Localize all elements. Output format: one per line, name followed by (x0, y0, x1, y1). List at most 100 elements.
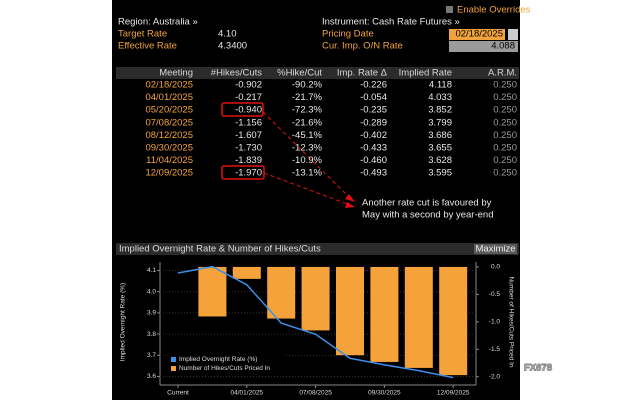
table-cell: 05/20/2025 (145, 105, 193, 116)
column-header: Imp. Rate Δ (337, 68, 388, 79)
table-cell: 4.033 (428, 92, 452, 103)
table-cell: 3.628 (428, 155, 452, 166)
annotation: May with a second by year-end (362, 210, 493, 221)
y2-tick-label: -0.5 (489, 291, 501, 298)
bar (404, 266, 433, 368)
y-tick-label: 3.8 (147, 331, 156, 338)
table-cell: -0.054 (360, 92, 387, 103)
line (177, 265, 454, 379)
column-header: %Hike/Cut (277, 68, 322, 79)
panel-title: Implied Overnight Rate & Number of Hikes… (119, 244, 321, 255)
pricing-date-box[interactable] (449, 29, 505, 40)
column-header: Implied Rate (399, 68, 452, 79)
table-cell: -1.839 (235, 155, 262, 166)
y2-axis-label: Number of Hikes/Cuts Priced In (507, 276, 514, 367)
field-label: Effective Rate (118, 41, 177, 52)
table-cell: -0.460 (360, 155, 387, 166)
field-value: 4.10 (218, 29, 237, 40)
annotation: Another rate cut is favoured by (362, 198, 492, 209)
y-tick-label: 4.0 (147, 288, 156, 295)
table-cell: 0.250 (493, 155, 517, 166)
arrow-head (345, 194, 355, 202)
chart: 3.6 3.7 3.8 3.9 4.0 4.1 0.0 -0.5 -1.0 -1.5 -2.0 Cur… (147, 262, 500, 397)
table-cell: 0.250 (493, 80, 517, 91)
x-tick-label: 04/01/2025 (231, 390, 264, 397)
table-cell: 3.686 (428, 130, 452, 141)
legend-box (168, 354, 286, 375)
x-tick-label: 12/09/2025 (437, 390, 470, 397)
table-cell: -1.156 (235, 117, 262, 128)
table-cell: -21.6% (292, 117, 323, 128)
bar (267, 266, 296, 319)
table-cell: 3.595 (428, 168, 452, 179)
column-header: Meeting (159, 68, 193, 79)
y2-tick-label: -1.5 (489, 346, 501, 353)
table-cell: -21.7% (292, 92, 323, 103)
maximize-label[interactable]: Maximize (475, 244, 515, 255)
table-cell: -0.226 (360, 80, 387, 91)
calendar-icon[interactable] (508, 29, 518, 40)
y-axis-label: Implied Overnight Rate (%) (120, 283, 127, 361)
table-cell: -10.9% (292, 155, 323, 166)
table-cell: 04/01/2025 (145, 92, 193, 103)
table-header-bg (116, 67, 519, 79)
enable-overrides[interactable]: Enable Overrides (457, 5, 531, 16)
table-cell: -1.970 (235, 168, 262, 179)
table-cell: -12.3% (292, 143, 323, 154)
table-cell: 07/08/2025 (145, 117, 193, 128)
watermark: FX678 (524, 363, 552, 374)
table-cell: 0.250 (493, 143, 517, 154)
table-cell: -0.235 (360, 105, 387, 116)
table-cell: -0.902 (235, 80, 262, 91)
table-cell: 0.250 (493, 117, 517, 128)
highlights (221, 102, 351, 206)
column-header: #Hikes/Cuts (211, 68, 262, 79)
legend-label: Implied Overnight Rate (%) (179, 356, 257, 363)
highlight-box (221, 165, 265, 180)
bar (336, 266, 364, 356)
legend-label: Number of Hikes/Cuts Priced In (179, 365, 270, 372)
imp-rate-box (449, 41, 518, 52)
bar (198, 266, 227, 317)
table-cell: -13.1% (292, 168, 323, 179)
table-cell: 0.250 (493, 92, 517, 103)
y-tick-label: 4.1 (147, 267, 156, 274)
table-cell: 3.799 (428, 117, 452, 128)
instrument[interactable]: Instrument: Cash Rate Futures » (322, 17, 460, 28)
arrow-head (345, 202, 355, 208)
table-cell: -72.3% (292, 105, 323, 116)
table-cell: -1.730 (235, 143, 262, 154)
table-cell: 11/04/2025 (146, 155, 193, 166)
table-cell: -0.289 (360, 117, 387, 128)
field-value: 4.088 (491, 41, 515, 52)
bar (439, 266, 468, 376)
table-cell: 12/09/2025 (145, 168, 193, 179)
table-cell: 3.655 (428, 143, 452, 154)
field-value: 4.3400 (218, 41, 247, 52)
table-cell: 0.250 (493, 168, 517, 179)
region[interactable]: Region: Australia » (118, 17, 198, 28)
table-cell: -90.2% (292, 80, 323, 91)
y2-tick-label: -1.0 (489, 319, 501, 326)
y2-tick-label: -2.0 (489, 373, 501, 380)
y2-tick-label: 0.0 (491, 264, 500, 271)
x-tick-label: 09/30/2025 (368, 390, 401, 397)
table-cell: 02/18/2025 (145, 80, 193, 91)
panel-title-bar (116, 243, 519, 255)
legend-swatch (171, 357, 176, 362)
x-tick-label: Current (167, 390, 189, 397)
x-tick-label: 07/08/2025 (299, 390, 332, 397)
arrow (262, 111, 351, 199)
legend-swatch (171, 366, 176, 371)
field-value: 02/18/2025 (455, 29, 503, 40)
bar (301, 266, 330, 331)
y-tick-label: 3.6 (147, 373, 156, 380)
override-checkbox[interactable] (446, 6, 453, 13)
maximize-button[interactable] (474, 244, 517, 254)
table-cell: -0.217 (235, 92, 262, 103)
table-cell: 09/30/2025 (145, 143, 193, 154)
bar (370, 266, 399, 362)
table-cell: 3.852 (428, 105, 452, 116)
table-cell: -0.433 (360, 143, 387, 154)
